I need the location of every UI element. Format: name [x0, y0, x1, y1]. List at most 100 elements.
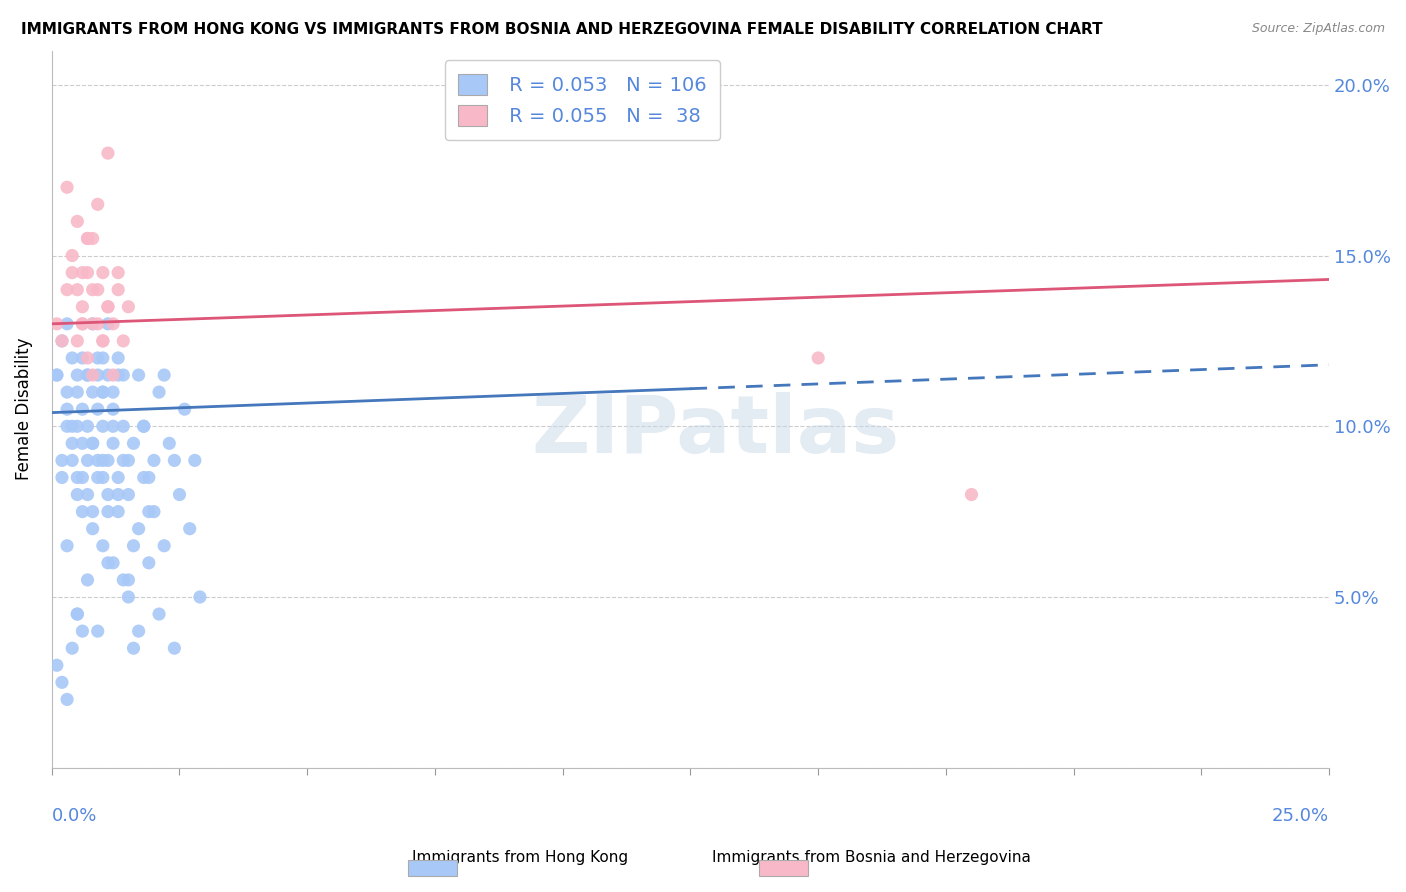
Point	[76, 368, 98, 382]
Point	[107, 266, 129, 280]
Point	[82, 317, 104, 331]
Point	[91, 470, 114, 484]
Point	[60, 266, 83, 280]
Point	[91, 539, 114, 553]
Point	[97, 505, 120, 519]
Point	[66, 214, 89, 228]
Point	[45, 317, 67, 331]
Point	[132, 419, 155, 434]
Point	[91, 385, 114, 400]
Point	[45, 368, 67, 382]
Point	[97, 453, 120, 467]
Point	[122, 436, 145, 450]
Point	[101, 556, 124, 570]
Point	[56, 539, 79, 553]
Point	[142, 505, 165, 519]
Point	[66, 607, 89, 621]
Point	[91, 453, 114, 467]
Y-axis label: Female Disability: Female Disability	[15, 338, 32, 481]
Point	[87, 624, 110, 639]
Point	[56, 385, 79, 400]
Text: 25.0%: 25.0%	[1272, 807, 1329, 825]
Point	[87, 197, 110, 211]
Point	[87, 317, 110, 331]
Point	[76, 573, 98, 587]
Point	[60, 436, 83, 450]
Point	[76, 368, 98, 382]
Point	[101, 368, 124, 382]
Point	[101, 436, 124, 450]
Point	[117, 573, 139, 587]
Point	[76, 351, 98, 365]
Point	[72, 505, 94, 519]
Point	[51, 470, 73, 484]
Point	[87, 470, 110, 484]
Point	[60, 248, 83, 262]
Point	[82, 522, 104, 536]
Point	[66, 283, 89, 297]
Point	[807, 351, 830, 365]
Point	[72, 317, 94, 331]
Point	[76, 419, 98, 434]
Point	[122, 539, 145, 553]
Point	[107, 470, 129, 484]
Point	[76, 231, 98, 245]
Point	[101, 317, 124, 331]
Point	[960, 487, 983, 501]
Point	[97, 317, 120, 331]
Point	[51, 453, 73, 467]
Point	[56, 283, 79, 297]
Point	[82, 283, 104, 297]
Point	[107, 487, 129, 501]
Point	[60, 641, 83, 656]
Point	[51, 334, 73, 348]
Point	[97, 368, 120, 382]
Point	[82, 385, 104, 400]
Point	[157, 436, 180, 450]
Text: Immigrants from Hong Kong: Immigrants from Hong Kong	[412, 850, 628, 865]
Point	[66, 419, 89, 434]
Point	[82, 436, 104, 450]
Point	[66, 607, 89, 621]
Point	[128, 522, 150, 536]
Point	[82, 231, 104, 245]
Point	[91, 351, 114, 365]
Point	[101, 402, 124, 417]
Point	[112, 453, 135, 467]
Point	[184, 453, 207, 467]
Point	[128, 624, 150, 639]
Point	[101, 419, 124, 434]
Point	[128, 368, 150, 382]
Point	[163, 641, 186, 656]
Point	[72, 436, 94, 450]
Point	[107, 368, 129, 382]
Point	[117, 590, 139, 604]
Point	[132, 419, 155, 434]
Text: IMMIGRANTS FROM HONG KONG VS IMMIGRANTS FROM BOSNIA AND HERZEGOVINA FEMALE DISAB: IMMIGRANTS FROM HONG KONG VS IMMIGRANTS …	[21, 22, 1102, 37]
Point	[87, 283, 110, 297]
Point	[66, 385, 89, 400]
Point	[173, 402, 195, 417]
Point	[60, 351, 83, 365]
Point	[60, 453, 83, 467]
Point	[82, 505, 104, 519]
Point	[91, 385, 114, 400]
Point	[56, 692, 79, 706]
Point	[72, 300, 94, 314]
Point	[82, 436, 104, 450]
Point	[97, 300, 120, 314]
Point	[107, 283, 129, 297]
Point	[101, 385, 124, 400]
Point	[87, 402, 110, 417]
Point	[87, 368, 110, 382]
Legend:  R = 0.053   N = 106,  R = 0.055   N =  38: R = 0.053 N = 106, R = 0.055 N = 38	[444, 61, 720, 140]
Point	[112, 419, 135, 434]
Point	[72, 266, 94, 280]
Point	[56, 317, 79, 331]
Text: ZIPatlas: ZIPatlas	[531, 392, 900, 470]
Point	[169, 487, 191, 501]
Point	[112, 573, 135, 587]
Text: Source: ZipAtlas.com: Source: ZipAtlas.com	[1251, 22, 1385, 36]
Point	[138, 505, 160, 519]
Point	[148, 607, 170, 621]
